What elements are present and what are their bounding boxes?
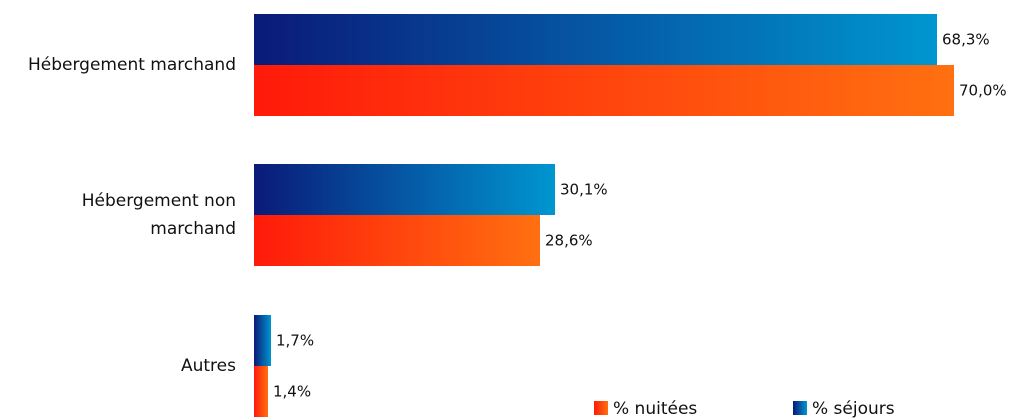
category-label: Hébergement non marchand [82, 191, 236, 239]
bar-nuitees [254, 65, 954, 116]
bars-group [254, 14, 954, 417]
value-label-sejours: 1,7% [276, 332, 314, 350]
legend-swatch-nuitees [594, 401, 608, 415]
category-label-line: marchand [150, 219, 236, 239]
value-label-sejours: 68,3% [942, 31, 990, 49]
category-label: Autres [181, 356, 236, 376]
legend-label-nuitees: % nuitées [613, 399, 697, 419]
category-label: Hébergement marchand [28, 55, 236, 75]
legend-label-sejours: % séjours [812, 399, 895, 419]
legend-swatch-sejours [793, 401, 807, 415]
category-label-line: Autres [181, 356, 236, 376]
value-label-nuitees: 28,6% [545, 232, 593, 250]
bar-nuitees [254, 215, 540, 266]
bar-sejours [254, 315, 271, 366]
value-label-nuitees: 70,0% [959, 82, 1007, 100]
bar-sejours [254, 164, 555, 215]
bar-nuitees [254, 366, 268, 417]
labels-group: Hébergement marchand 68,3% 70,0% Hébergemen… [28, 31, 1007, 401]
bar-sejours [254, 14, 937, 65]
value-label-nuitees: 1,4% [273, 383, 311, 401]
category-label-line: Hébergement non [82, 191, 236, 211]
value-label-sejours: 30,1% [560, 181, 608, 199]
category-label-line: Hébergement marchand [28, 55, 236, 75]
legend: % nuitées % séjours [594, 399, 895, 419]
